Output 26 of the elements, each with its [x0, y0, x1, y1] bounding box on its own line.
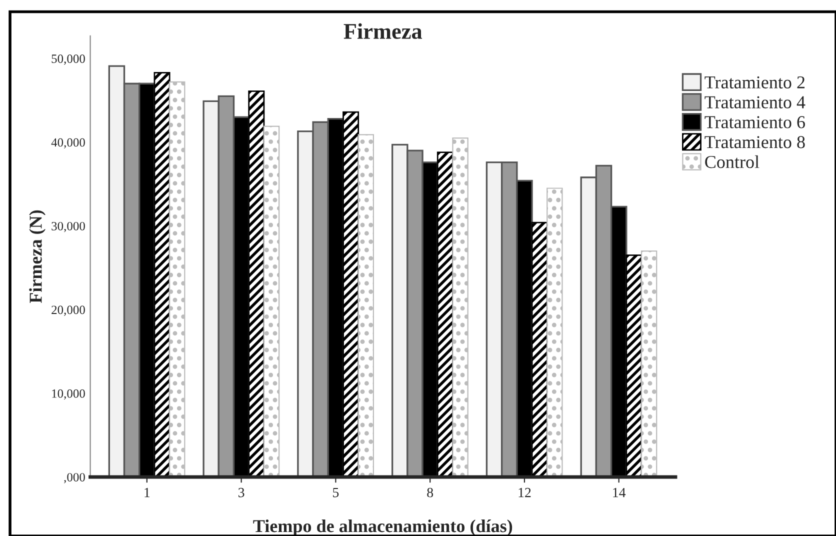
- x-tick-label: 8: [427, 488, 434, 498]
- legend-label: Tratamiento 8: [704, 136, 805, 148]
- legend-label: Tratamiento 2: [704, 76, 805, 88]
- bar: [546, 188, 563, 478]
- x-tick-label: 1: [144, 488, 150, 498]
- bar: [452, 137, 468, 478]
- y-tick-label: 20,000: [52, 306, 85, 316]
- bar: [263, 126, 280, 478]
- y-tick-label: 50,000: [52, 54, 85, 65]
- x-tick-label: 3: [238, 488, 244, 498]
- legend-label: Tratamiento 4: [704, 96, 806, 108]
- x-axis-title: Tiempo de almacenamiento (días): [253, 519, 512, 536]
- bar: [169, 81, 186, 478]
- x-tick-label: 12: [518, 488, 531, 498]
- bar: [640, 250, 658, 478]
- chart-title: Firmeza: [344, 23, 422, 39]
- legend-label: Tratamiento 6: [704, 116, 805, 128]
- y-tick-label: ,000: [64, 473, 85, 484]
- y-tick-label: 10,000: [52, 389, 85, 400]
- y-tick-label: 30,000: [52, 222, 85, 232]
- x-tick-label: 5: [333, 488, 339, 498]
- y-axis-title: Firmeza (N): [29, 210, 46, 304]
- bar: [358, 134, 374, 478]
- x-tick-label: 14: [613, 488, 626, 498]
- legend-label: Control: [705, 155, 760, 168]
- y-tick-label: 40,000: [51, 138, 85, 148]
